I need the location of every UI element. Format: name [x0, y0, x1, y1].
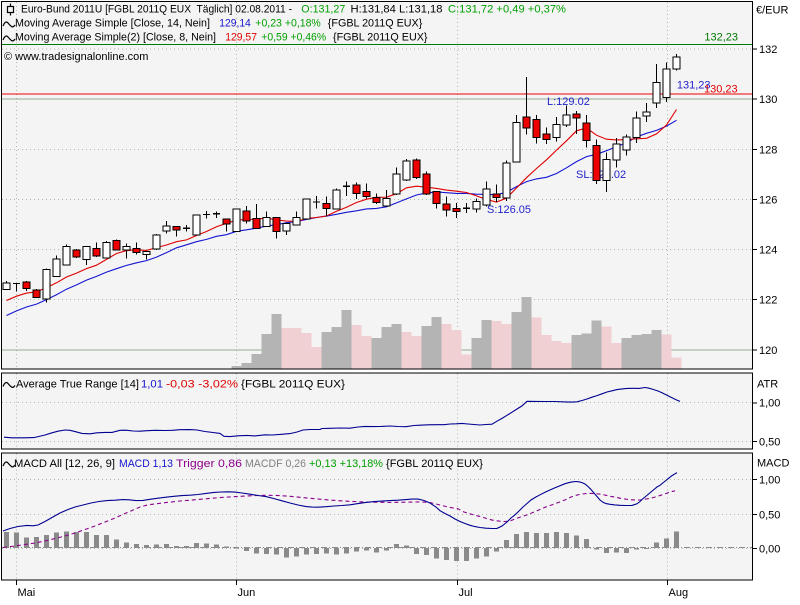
svg-text:1,01: 1,01	[141, 379, 163, 391]
svg-text:ATR: ATR	[757, 379, 778, 391]
svg-text:© www.tradesignalonline.com: © www.tradesignalonline.com	[4, 51, 148, 63]
svg-text:132: 132	[759, 44, 777, 56]
svg-text:0,00: 0,00	[759, 544, 780, 556]
svg-text:MACD 1,13: MACD 1,13	[119, 458, 173, 470]
svg-text:MACD: MACD	[757, 458, 789, 470]
svg-text:1,00: 1,00	[759, 398, 780, 410]
svg-text:MACD All [12, 26, 9]: MACD All [12, 26, 9]	[14, 458, 115, 470]
svg-text:Moving Average Simple [Close,: Moving Average Simple [Close, 14, Nein]	[15, 18, 210, 30]
svg-text:S:126.05: S:126.05	[487, 204, 531, 216]
svg-text:1,00: 1,00	[759, 475, 780, 487]
svg-text:128: 128	[759, 144, 777, 156]
svg-text:122: 122	[759, 295, 777, 307]
svg-text:129,14: 129,14	[219, 18, 251, 30]
svg-text:{FGBL 2011Q EUX}: {FGBL 2011Q EUX}	[386, 458, 483, 470]
svg-text:L:129.02: L:129.02	[547, 96, 590, 108]
svg-text:130: 130	[759, 94, 777, 106]
svg-text:0,50: 0,50	[759, 437, 780, 449]
svg-text:129,57: 129,57	[225, 32, 257, 44]
svg-text:Trigger 0,86: Trigger 0,86	[176, 458, 242, 470]
svg-text:131,23: 131,23	[677, 79, 711, 91]
svg-text:Jun: Jun	[238, 587, 256, 599]
svg-text:+0,13 +13,18%: +0,13 +13,18%	[309, 458, 383, 470]
svg-text:124: 124	[759, 245, 777, 257]
svg-text:Aug: Aug	[669, 587, 689, 599]
svg-text:120: 120	[759, 345, 777, 357]
svg-text:SL:128.02: SL:128.02	[576, 169, 626, 181]
svg-text:+0,59 +0,46%: +0,59 +0,46%	[261, 32, 326, 44]
svg-text:0,50: 0,50	[759, 510, 780, 522]
svg-text:{FGBL 2011Q EUX}: {FGBL 2011Q EUX}	[328, 18, 423, 30]
svg-text:€/EUR: €/EUR	[756, 5, 788, 17]
svg-text:+0,23 +0,18%: +0,23 +0,18%	[255, 18, 321, 30]
svg-text:132,23: 132,23	[704, 32, 738, 44]
svg-text:{FGBL 2011Q EUX}: {FGBL 2011Q EUX}	[333, 32, 428, 44]
svg-text:Moving Average Simple(2) [Clos: Moving Average Simple(2) [Close, 8, Nein…	[15, 32, 216, 44]
svg-text:126: 126	[759, 194, 777, 206]
svg-text:O:131,27: O:131,27	[301, 4, 345, 16]
svg-text:C:131,72 +0,49 +0,37%: C:131,72 +0,49 +0,37%	[448, 4, 566, 16]
svg-text:130,23: 130,23	[704, 83, 738, 95]
svg-text:Jul: Jul	[459, 587, 473, 599]
svg-text:H:131,84 L:131,18: H:131,84 L:131,18	[351, 4, 443, 16]
svg-text:Mai: Mai	[18, 587, 36, 599]
svg-text:-0,03 -3,02%: -0,03 -3,02%	[166, 379, 238, 391]
svg-text:Euro-Bund 2011U [FGBL 2011Q EU: Euro-Bund 2011U [FGBL 2011Q EUX Täglich]…	[21, 4, 292, 16]
svg-text:Average True Range [14]: Average True Range [14]	[16, 379, 139, 391]
svg-text:{FGBL 2011Q EUX}: {FGBL 2011Q EUX}	[241, 379, 345, 391]
svg-text:MACDF 0,26: MACDF 0,26	[245, 458, 306, 470]
